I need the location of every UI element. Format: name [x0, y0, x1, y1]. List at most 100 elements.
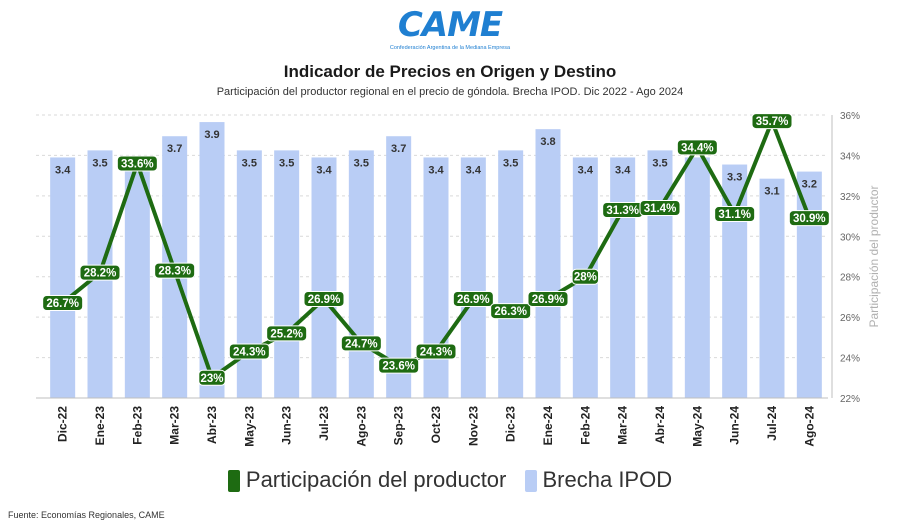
- bar: [535, 129, 561, 398]
- x-tick-label: Oct-23: [429, 406, 443, 444]
- legend-bar-label: Brecha IPOD: [542, 467, 673, 493]
- x-tick-label: Abr-23: [205, 406, 219, 444]
- line-point-marker: [571, 268, 600, 285]
- line-point-marker: [79, 264, 121, 281]
- y-tick-label: 26%: [840, 313, 860, 324]
- bar-value-label: 3.4: [428, 164, 444, 176]
- bar: [236, 150, 262, 398]
- line-point-marker: [676, 139, 718, 156]
- legend-item-bar[interactable]: Brecha IPOD: [524, 467, 673, 493]
- line-point-marker: [378, 357, 420, 374]
- line-point-marker: [266, 325, 308, 342]
- line-value-label: 24.3%: [233, 347, 266, 359]
- line-point-marker: [198, 369, 226, 386]
- bar-value-label: 3.4: [55, 164, 71, 176]
- y-tick-label: 32%: [840, 192, 860, 203]
- bar-value-label: 3.3: [727, 172, 742, 184]
- x-tick-label: Mar-24: [616, 406, 630, 445]
- bar: [311, 157, 337, 398]
- x-tick-label: May-24: [690, 406, 704, 447]
- x-tick-label: Jul-24: [765, 406, 779, 441]
- y-tick-label: 34%: [840, 151, 860, 162]
- bar-value-label: 3.8: [540, 136, 555, 148]
- logo-wordmark: CAME: [397, 5, 503, 45]
- bar: [759, 178, 785, 398]
- line-value-label: 26.9%: [457, 294, 490, 306]
- x-tick-label: Feb-23: [130, 406, 144, 445]
- bar: [722, 164, 748, 398]
- line-value-label: 31.1%: [718, 209, 751, 221]
- bar-value-label: 3.2: [802, 179, 817, 191]
- line-value-label: 30.9%: [793, 213, 826, 225]
- y-tick-label: 36%: [840, 111, 860, 122]
- chart-title: Indicador de Precios en Origen y Destino: [283, 62, 617, 81]
- line-value-label: 31.3%: [606, 205, 639, 217]
- chart-subtitle: Participación del productor regional en …: [216, 86, 684, 98]
- x-tick-label: Ene-24: [541, 406, 555, 446]
- legend: Participación del productor Brecha IPOD: [0, 466, 900, 493]
- legend-item-line[interactable]: Participación del productor: [227, 467, 507, 493]
- line-value-label: 26.9%: [532, 294, 565, 306]
- line-point-marker: [228, 343, 270, 360]
- legend-line-swatch: [227, 470, 240, 493]
- y-tick-label: 24%: [840, 354, 860, 365]
- bar: [50, 157, 76, 398]
- line-value-label: 35.7%: [756, 116, 789, 128]
- line-value-label: 23%: [200, 373, 223, 385]
- bar: [274, 150, 300, 398]
- source-note: Fuente: Economías Regionales, CAME: [8, 510, 165, 520]
- x-tick-label: Sep-23: [392, 406, 406, 446]
- line-value-label: 33.6%: [121, 159, 154, 171]
- bar-value-label: 3.4: [615, 164, 631, 176]
- x-tick-label: Mar-23: [168, 406, 182, 445]
- bar: [423, 157, 449, 398]
- line-point-marker: [714, 206, 756, 223]
- bar: [610, 157, 636, 398]
- bar: [498, 150, 524, 398]
- x-tick-label: Nov-23: [466, 406, 480, 446]
- line-value-label: 28%: [574, 272, 597, 284]
- bar: [796, 171, 822, 398]
- line-point-marker: [303, 290, 345, 307]
- bar: [348, 150, 374, 398]
- x-tick-label: Jun-23: [280, 406, 294, 445]
- y-tick-label: 30%: [840, 232, 860, 243]
- x-tick-label: Abr-24: [653, 406, 667, 444]
- line-value-label: 26.9%: [308, 294, 341, 306]
- bar-value-label: 3.7: [167, 143, 182, 155]
- bar-value-label: 3.4: [578, 164, 594, 176]
- legend-bar-swatch: [524, 470, 537, 493]
- bar-value-label: 3.5: [503, 157, 518, 169]
- y-tick-label: 22%: [840, 394, 860, 405]
- bar: [647, 150, 673, 398]
- y-axis-title: Participación del productor: [867, 185, 881, 327]
- line-value-label: 31.4%: [644, 203, 677, 215]
- line-value-label: 24.3%: [420, 347, 453, 359]
- line-value-label: 25.2%: [270, 328, 303, 340]
- legend-line-label: Participación del productor: [245, 467, 507, 493]
- line-value-label: 28.3%: [158, 266, 191, 278]
- bar-value-label: 3.5: [354, 157, 369, 169]
- line-value-label: 26.3%: [494, 306, 527, 318]
- line-point-marker: [42, 294, 84, 311]
- x-tick-label: Ago-23: [354, 406, 368, 447]
- line-point-marker: [788, 210, 830, 227]
- x-tick-label: Feb-24: [578, 406, 592, 445]
- line-value-label: 26.7%: [46, 298, 79, 310]
- bar-value-label: 3.4: [316, 164, 332, 176]
- bar: [386, 136, 412, 398]
- line-point-marker: [116, 155, 158, 172]
- bar: [684, 157, 710, 398]
- line-point-marker: [751, 113, 793, 130]
- line-point-marker: [340, 335, 382, 352]
- line-point-marker: [639, 199, 681, 216]
- line-point-marker: [415, 343, 457, 360]
- bar-value-label: 3.7: [391, 143, 406, 155]
- bar-value-label: 3.1: [764, 186, 779, 198]
- bar: [124, 164, 150, 398]
- bar-value-label: 3.5: [242, 157, 257, 169]
- bar: [460, 157, 486, 398]
- line-point-marker: [490, 303, 532, 320]
- line-point-marker: [154, 262, 196, 279]
- line-value-label: 34.4%: [681, 142, 714, 154]
